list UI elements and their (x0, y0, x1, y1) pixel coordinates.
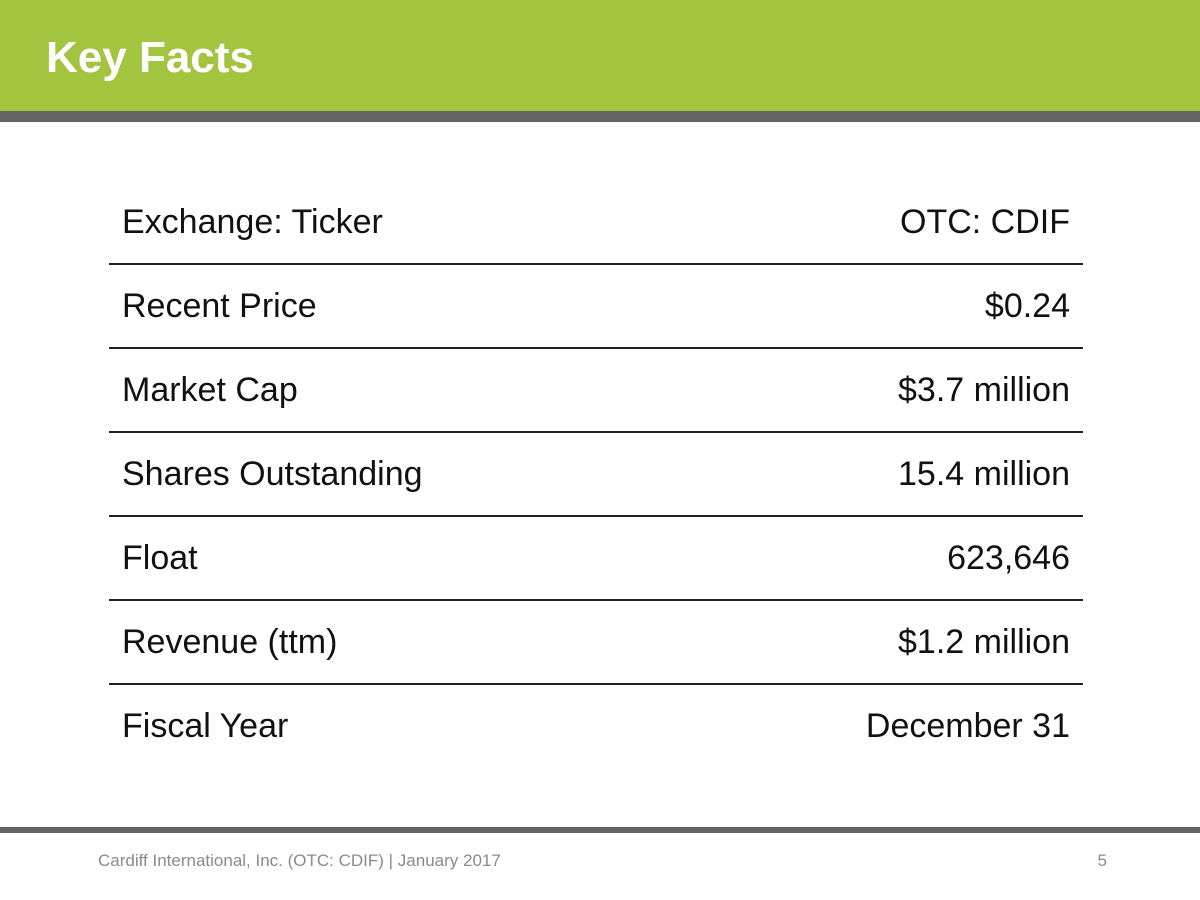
slide-title: Key Facts (46, 33, 254, 82)
fact-value: $3.7 million (898, 371, 1070, 409)
header-band (0, 0, 1200, 111)
fact-row-exchange-ticker: Exchange: Ticker OTC: CDIF (109, 181, 1083, 265)
page-number: 5 (1097, 851, 1107, 870)
fact-value: 15.4 million (898, 455, 1070, 493)
fact-label: Float (122, 539, 198, 577)
footer-divider (0, 827, 1200, 833)
fact-value: 623,646 (947, 539, 1070, 577)
fact-label: Market Cap (122, 371, 298, 409)
fact-label: Fiscal Year (122, 707, 289, 745)
key-facts-table: Exchange: Ticker OTC: CDIF Recent Price … (109, 181, 1083, 769)
fact-value: $1.2 million (898, 623, 1070, 661)
fact-label: Exchange: Ticker (122, 203, 383, 241)
header-divider (0, 111, 1200, 122)
fact-label: Recent Price (122, 287, 317, 325)
fact-row-market-cap: Market Cap $3.7 million (109, 349, 1083, 433)
fact-row-shares-outstanding: Shares Outstanding 15.4 million (109, 433, 1083, 517)
fact-row-float: Float 623,646 (109, 517, 1083, 601)
fact-label: Revenue (ttm) (122, 623, 338, 661)
fact-row-fiscal-year: Fiscal Year December 31 (109, 685, 1083, 769)
fact-value: December 31 (865, 707, 1070, 745)
fact-value: OTC: CDIF (900, 203, 1070, 241)
fact-row-revenue: Revenue (ttm) $1.2 million (109, 601, 1083, 685)
footer-caption: Cardiff International, Inc. (OTC: CDIF) … (98, 851, 501, 870)
fact-row-recent-price: Recent Price $0.24 (109, 265, 1083, 349)
fact-label: Shares Outstanding (122, 455, 423, 493)
fact-value: $0.24 (984, 287, 1070, 325)
